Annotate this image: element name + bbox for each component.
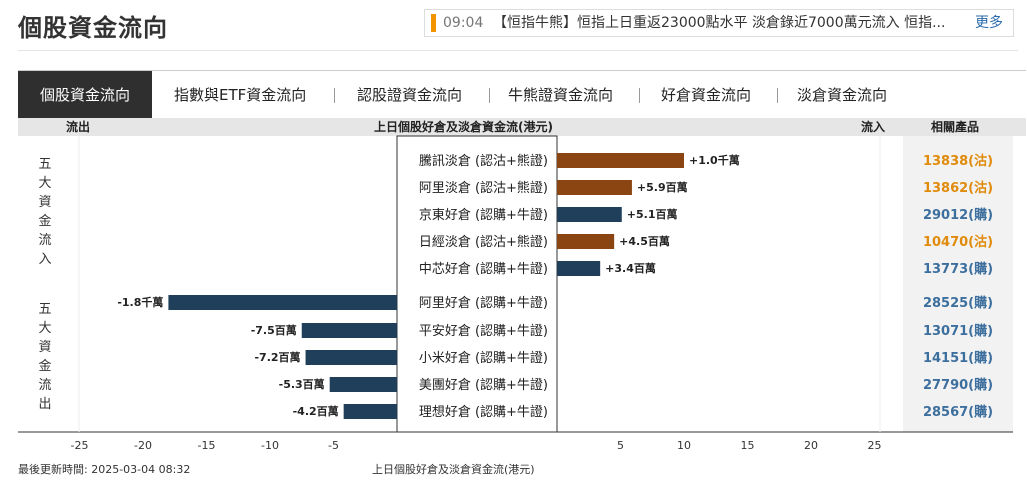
value-label: -7.5百萬 bbox=[251, 323, 297, 337]
related-product-link[interactable]: 13862(沽) bbox=[923, 180, 993, 196]
related-product-link[interactable]: 13773(購) bbox=[923, 261, 993, 277]
tab-divider bbox=[777, 88, 778, 103]
outflow-group-label: 金 bbox=[38, 358, 51, 374]
related-product-link[interactable]: 28567(購) bbox=[923, 404, 993, 420]
tab-cbbc-flow[interactable]: 牛熊證資金流向 bbox=[508, 86, 614, 104]
products-column-bg bbox=[903, 136, 1013, 432]
outflow-group-label: 五 bbox=[38, 302, 51, 317]
related-product-link[interactable]: 13071(購) bbox=[923, 323, 993, 339]
more-link[interactable]: 更多 bbox=[975, 15, 1003, 31]
category-label: 阿里淡倉 (認沽+熊證) bbox=[419, 180, 548, 196]
outflow-group-label: 大 bbox=[38, 321, 51, 336]
outflow-group-label: 資 bbox=[38, 340, 51, 355]
x-tick-label: 10 bbox=[677, 439, 691, 452]
flow-bar bbox=[329, 377, 397, 392]
value-label: -5.3百萬 bbox=[279, 377, 325, 391]
x-tick-label: -25 bbox=[71, 439, 89, 452]
x-tick-label: -15 bbox=[198, 439, 216, 452]
flow-bar bbox=[557, 153, 684, 168]
tab-divider bbox=[489, 88, 490, 103]
ticker-time: 09:04 bbox=[443, 15, 484, 31]
category-label: 京東好倉 (認購+牛證) bbox=[419, 207, 548, 223]
related-product-link[interactable]: 27790(購) bbox=[923, 377, 993, 393]
flow-bar bbox=[305, 350, 397, 365]
x-tick-label: -10 bbox=[261, 439, 279, 452]
value-label: +3.4百萬 bbox=[605, 261, 656, 275]
inflow-group-label: 資 bbox=[38, 195, 51, 210]
flow-bar bbox=[557, 180, 632, 195]
category-label: 日經淡倉 (認沽+熊證) bbox=[419, 234, 548, 250]
tab-divider bbox=[334, 88, 335, 103]
related-product-link[interactable]: 13838(沽) bbox=[923, 153, 993, 169]
value-label: -7.2百萬 bbox=[254, 350, 300, 364]
last-updated: 最後更新時間: 2025-03-04 08:32 bbox=[18, 463, 191, 476]
chart-title: 上日個股好倉及淡倉資金流(港元) bbox=[374, 120, 553, 134]
related-product-link[interactable]: 14151(購) bbox=[923, 350, 993, 366]
tab-long-flow[interactable]: 好倉資金流向 bbox=[661, 86, 752, 104]
chart-caption: 上日個股好倉及淡倉資金流(港元) bbox=[372, 463, 535, 476]
category-label: 理想好倉 (認購+牛證) bbox=[419, 404, 548, 420]
value-label: +5.9百萬 bbox=[637, 180, 688, 194]
category-label: 中芯好倉 (認購+牛證) bbox=[419, 261, 548, 277]
flow-bar bbox=[301, 323, 397, 338]
divider bbox=[18, 50, 1018, 51]
tab-bar: 個股資金流向 指數與ETF資金流向 認股證資金流向 牛熊證資金流向 好倉資金流向… bbox=[18, 70, 1026, 120]
outflow-group-label: 流 bbox=[38, 378, 51, 393]
x-tick-label: 5 bbox=[617, 439, 624, 452]
ticker-marker bbox=[431, 14, 436, 32]
tab-divider bbox=[639, 88, 640, 103]
x-tick-label: -5 bbox=[328, 439, 339, 452]
tab-warrant-flow[interactable]: 認股證資金流向 bbox=[357, 86, 463, 104]
x-tick-label: -20 bbox=[134, 439, 152, 452]
category-label: 騰訊淡倉 (認沽+熊證) bbox=[419, 153, 548, 169]
related-product-link[interactable]: 10470(沽) bbox=[923, 234, 993, 250]
inflow-group-label: 大 bbox=[38, 176, 51, 191]
related-product-link[interactable]: 29012(購) bbox=[923, 207, 993, 223]
x-tick-label: 20 bbox=[804, 439, 818, 452]
flow-bar bbox=[168, 295, 397, 310]
tab-stock-flow[interactable]: 個股資金流向 bbox=[18, 71, 153, 119]
flow-bar bbox=[343, 404, 397, 419]
inflow-header: 流入 bbox=[861, 120, 886, 134]
page-title: 個股資金流向 bbox=[18, 14, 168, 42]
related-product-link[interactable]: 28525(購) bbox=[923, 295, 993, 311]
category-label: 小米好倉 (認購+牛證) bbox=[419, 350, 548, 366]
inflow-group-label: 流 bbox=[38, 233, 51, 248]
chart-header: 流出 上日個股好倉及淡倉資金流(港元) 流入 相關產品 bbox=[18, 118, 1026, 136]
flow-bar bbox=[557, 261, 601, 276]
tab-short-flow[interactable]: 淡倉資金流向 bbox=[797, 86, 888, 104]
products-header: 相關產品 bbox=[931, 120, 980, 134]
value-label: +1.0千萬 bbox=[689, 153, 740, 167]
value-label: +4.5百萬 bbox=[619, 234, 670, 248]
category-label-box bbox=[396, 135, 558, 433]
outflow-header: 流出 bbox=[66, 120, 91, 134]
outflow-group-label: 出 bbox=[38, 397, 51, 412]
x-tick-label: 15 bbox=[741, 439, 755, 452]
inflow-group-label: 五 bbox=[38, 157, 51, 172]
tab-index-etf-flow[interactable]: 指數與ETF資金流向 bbox=[174, 86, 307, 104]
inflow-group-label: 金 bbox=[38, 213, 51, 229]
value-label: -1.8千萬 bbox=[117, 295, 163, 309]
news-ticker[interactable]: 09:04 【恒指牛熊】恒指上日重返23000點水平 淡倉錄近7000萬元流入 … bbox=[424, 9, 1014, 37]
category-label: 阿里好倉 (認購+牛證) bbox=[419, 295, 548, 311]
flow-bar bbox=[557, 234, 615, 249]
flow-bar bbox=[557, 207, 622, 222]
value-label: +5.1百萬 bbox=[627, 207, 678, 221]
inflow-group-label: 入 bbox=[38, 252, 51, 267]
category-label: 平安好倉 (認購+牛證) bbox=[419, 323, 548, 339]
value-label: -4.2百萬 bbox=[293, 404, 339, 418]
x-tick-label: 25 bbox=[868, 439, 882, 452]
category-label: 美團好倉 (認購+牛證) bbox=[419, 377, 548, 393]
